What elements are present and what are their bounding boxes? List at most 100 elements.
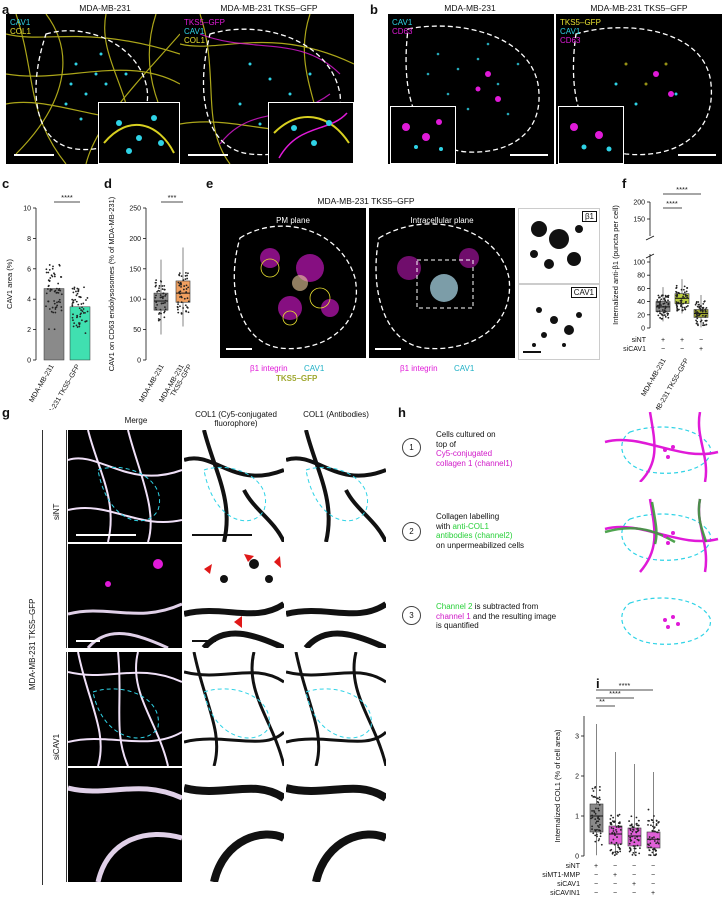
- data-point: [698, 314, 701, 317]
- data-point: [666, 314, 669, 316]
- data-point: [611, 820, 614, 823]
- data-point: [57, 289, 60, 291]
- data-point: [617, 846, 620, 848]
- data-point: [85, 320, 88, 322]
- scale-bar: [76, 640, 100, 642]
- data-point: [655, 842, 658, 845]
- data-point: [680, 297, 683, 300]
- data-point: [595, 820, 598, 823]
- data-point: [58, 263, 61, 266]
- data-point: [163, 288, 166, 291]
- data-point: [180, 312, 183, 314]
- data-point: [696, 320, 699, 323]
- data-point: [48, 328, 50, 331]
- data-point: [595, 833, 598, 836]
- data-point: [615, 831, 618, 833]
- data-point: [81, 319, 83, 322]
- data-point: [663, 314, 666, 316]
- data-point: [699, 313, 701, 315]
- data-point: [176, 305, 179, 308]
- data-point: [163, 284, 166, 287]
- data-point: [648, 820, 650, 822]
- data-point: [593, 795, 595, 798]
- data-point: [683, 306, 686, 309]
- data-point: [187, 311, 190, 314]
- y-axis-label: CAV1 on CD63 endolysosomes (% of MDA-MB-…: [107, 196, 116, 371]
- data-point: [79, 313, 82, 316]
- data-point: [182, 288, 185, 291]
- y-axis-label: CAV1 area (%): [5, 259, 14, 309]
- step-2-circle: 2: [402, 522, 421, 541]
- data-point: [705, 323, 708, 326]
- data-point: [82, 302, 85, 305]
- binary-beta1: β1: [518, 208, 600, 284]
- chart-c: 0 2 4 6 8 10 CAV1 area (%) **** MDA-MB-231 MDA-MB…: [0, 180, 102, 410]
- g-cy5-sint-overview: [183, 429, 286, 543]
- row-value: −: [651, 863, 655, 870]
- data-point: [59, 301, 61, 304]
- label-tks5-gfp: TKS5–GFP: [184, 18, 225, 27]
- y-tick-label: 0: [641, 326, 645, 333]
- g-merge-sicav1-overview: [68, 652, 182, 766]
- data-point: [647, 846, 650, 849]
- data-point: [164, 301, 166, 304]
- data-point: [699, 307, 702, 310]
- data-point: [59, 289, 62, 292]
- data-point: [695, 301, 698, 303]
- data-point: [657, 301, 660, 303]
- data-point: [185, 284, 188, 287]
- data-point: [680, 288, 683, 291]
- data-point: [79, 315, 82, 318]
- data-point: [685, 305, 688, 308]
- data-point: [667, 299, 669, 302]
- data-point: [612, 830, 615, 832]
- panel-b-title-right: MDA-MB-231 TKS5–GFP: [590, 3, 688, 13]
- data-point: [678, 292, 681, 295]
- y-tick-label: 150: [129, 266, 141, 273]
- diagram-step-1: [600, 411, 720, 483]
- data-point: [664, 299, 667, 302]
- data-point: [72, 313, 74, 316]
- data-point: [594, 829, 596, 831]
- data-point: [592, 790, 595, 792]
- data-point: [647, 838, 650, 841]
- data-point: [667, 296, 670, 299]
- data-point: [637, 839, 640, 842]
- data-point: [657, 838, 659, 841]
- data-point: [648, 854, 650, 856]
- data-point: [596, 835, 598, 838]
- data-point: [652, 821, 655, 824]
- data-point: [649, 854, 652, 857]
- data-point: [629, 836, 632, 839]
- data-point: [685, 300, 687, 303]
- data-point: [45, 305, 47, 308]
- data-point: [658, 306, 661, 308]
- data-point: [652, 848, 655, 851]
- data-point: [77, 290, 80, 293]
- data-point: [48, 268, 51, 271]
- data-point: [598, 826, 600, 829]
- y-tick-label: 10: [23, 206, 31, 213]
- data-point: [615, 826, 618, 828]
- data-point: [663, 298, 666, 300]
- data-point: [158, 287, 160, 290]
- data-point: [76, 315, 79, 318]
- data-point: [596, 828, 598, 831]
- data-point: [154, 296, 157, 299]
- data-point: [75, 324, 78, 327]
- data-point: [178, 272, 181, 275]
- data-point: [157, 318, 160, 320]
- data-point: [593, 811, 596, 813]
- data-point: [53, 302, 56, 305]
- data-point: [609, 818, 612, 820]
- row-value: −: [651, 872, 655, 879]
- data-point: [186, 274, 188, 277]
- data-point: [184, 278, 187, 281]
- data-point: [631, 835, 633, 838]
- data-point: [676, 293, 679, 296]
- data-point: [178, 291, 181, 293]
- data-point: [155, 279, 158, 281]
- data-point: [647, 823, 649, 826]
- g-merge-sint-overview: [68, 430, 182, 542]
- data-point: [179, 281, 182, 284]
